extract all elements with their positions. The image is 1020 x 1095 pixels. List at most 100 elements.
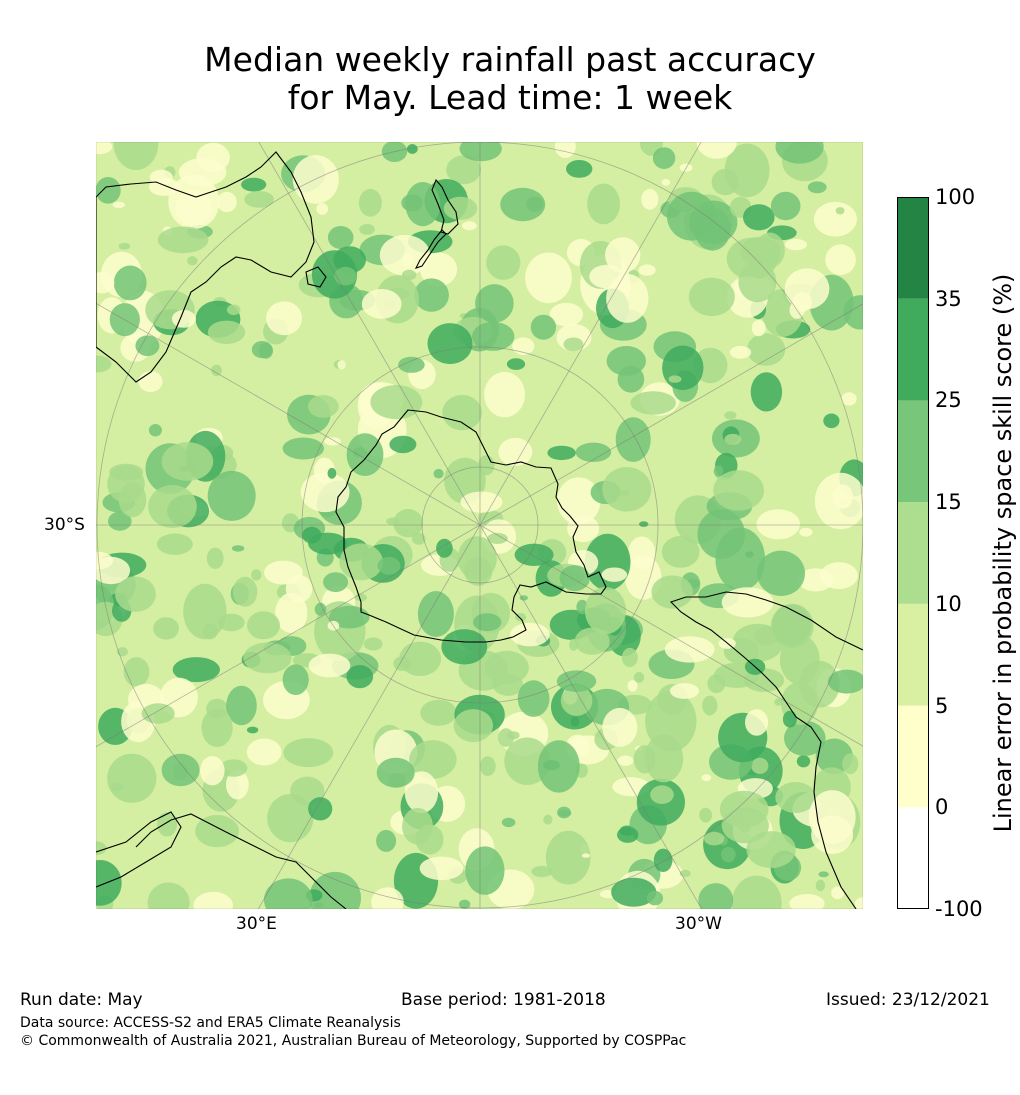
skill-patch [96, 271, 115, 294]
skill-patch [530, 314, 557, 340]
tasmania-coast [305, 266, 327, 288]
skill-patch [241, 177, 267, 192]
skill-patch [661, 178, 671, 186]
skill-patch [178, 158, 227, 187]
skill-patch [118, 242, 131, 250]
colorbar-tick-label: 10 [935, 591, 962, 616]
skill-patch [570, 716, 580, 727]
skill-patch [411, 532, 426, 545]
skill-patch [531, 865, 553, 878]
skill-patch [292, 155, 339, 204]
skill-patch [420, 699, 457, 726]
skill-patch [813, 201, 858, 237]
skill-patch [831, 886, 845, 900]
skill-patch [619, 490, 630, 496]
skill-patch [462, 221, 477, 231]
skill-patch [501, 817, 516, 828]
skill-patch [731, 875, 782, 909]
skill-patch [835, 207, 845, 215]
skill-patch [666, 191, 717, 241]
skill-patch [500, 187, 546, 222]
skill-patch [484, 650, 529, 685]
south-america-coast [669, 591, 863, 909]
antarctica-coast [335, 409, 607, 643]
skill-patch [770, 191, 801, 221]
skill-patch [525, 252, 572, 304]
skill-patch [386, 517, 400, 525]
skill-patch [161, 753, 200, 787]
skill-patch [112, 201, 125, 208]
skill-patch [558, 809, 572, 817]
skill-patch [639, 521, 649, 527]
skill-patch [646, 890, 664, 906]
skill-patch [314, 602, 327, 616]
skill-patch [427, 323, 473, 365]
skill-patch [668, 375, 682, 383]
skill-patch [446, 155, 482, 185]
skill-patch [698, 883, 734, 909]
skill-patch [747, 333, 786, 366]
meridian-line [479, 524, 863, 747]
skill-patch [633, 745, 656, 774]
skill-patch [560, 685, 593, 716]
skill-patch [264, 878, 313, 909]
skill-patch [743, 204, 775, 231]
skill-patch [641, 188, 659, 210]
skill-patch [696, 142, 737, 159]
colorbar-frame [897, 197, 929, 909]
skill-patch [638, 264, 656, 276]
skill-patch [433, 468, 444, 479]
skill-patch [118, 482, 147, 518]
skill-patch [724, 143, 770, 198]
skill-patch [669, 683, 700, 699]
skill-patch [627, 680, 638, 692]
skill-patch [617, 826, 639, 843]
skill-patch [587, 183, 620, 225]
skill-patch [113, 265, 147, 301]
skill-patch [751, 757, 769, 775]
skill-patch [818, 871, 829, 878]
skill-patch [789, 894, 825, 909]
skill-patch [615, 417, 651, 462]
skill-patch [231, 545, 245, 552]
skill-patch [713, 470, 764, 511]
meridian-line [479, 303, 863, 526]
skill-patch [563, 337, 584, 352]
skill-patch [484, 371, 526, 418]
skill-patch [633, 672, 645, 683]
skill-patch [498, 437, 533, 467]
skill-patch [334, 266, 357, 286]
colorbar-bin [897, 502, 929, 604]
skill-patch [799, 660, 840, 708]
skill-patch [206, 547, 224, 569]
skill-patch [115, 576, 156, 612]
graticule [96, 142, 863, 909]
skill-patch [770, 603, 814, 649]
skill-patch [473, 613, 502, 632]
skill-patch [721, 846, 736, 863]
skill-patch [775, 142, 824, 164]
skill-patch [371, 887, 404, 909]
australia-coast [96, 151, 315, 383]
skill-patch [109, 463, 144, 481]
skill-patch [314, 902, 324, 908]
skill-patch [96, 355, 112, 373]
skill-patch [757, 550, 805, 596]
skill-patch [243, 642, 292, 674]
skill-patch [832, 484, 853, 509]
skill-patch [465, 846, 505, 895]
skill-patch [630, 391, 676, 415]
skill-patch [617, 755, 634, 766]
skill-patch [153, 617, 179, 640]
skill-patch [193, 891, 233, 909]
skill-patch [404, 771, 439, 814]
issued-date: Issued: 23/12/2021 [826, 990, 990, 1010]
skill-patch [782, 710, 797, 728]
skill-patch [401, 269, 417, 281]
skill-patch [704, 831, 725, 846]
meridian-line [257, 524, 481, 909]
skill-patch [414, 278, 449, 312]
skill-patch [738, 261, 777, 303]
skill-patch [135, 335, 160, 356]
skill-patch [443, 196, 478, 220]
